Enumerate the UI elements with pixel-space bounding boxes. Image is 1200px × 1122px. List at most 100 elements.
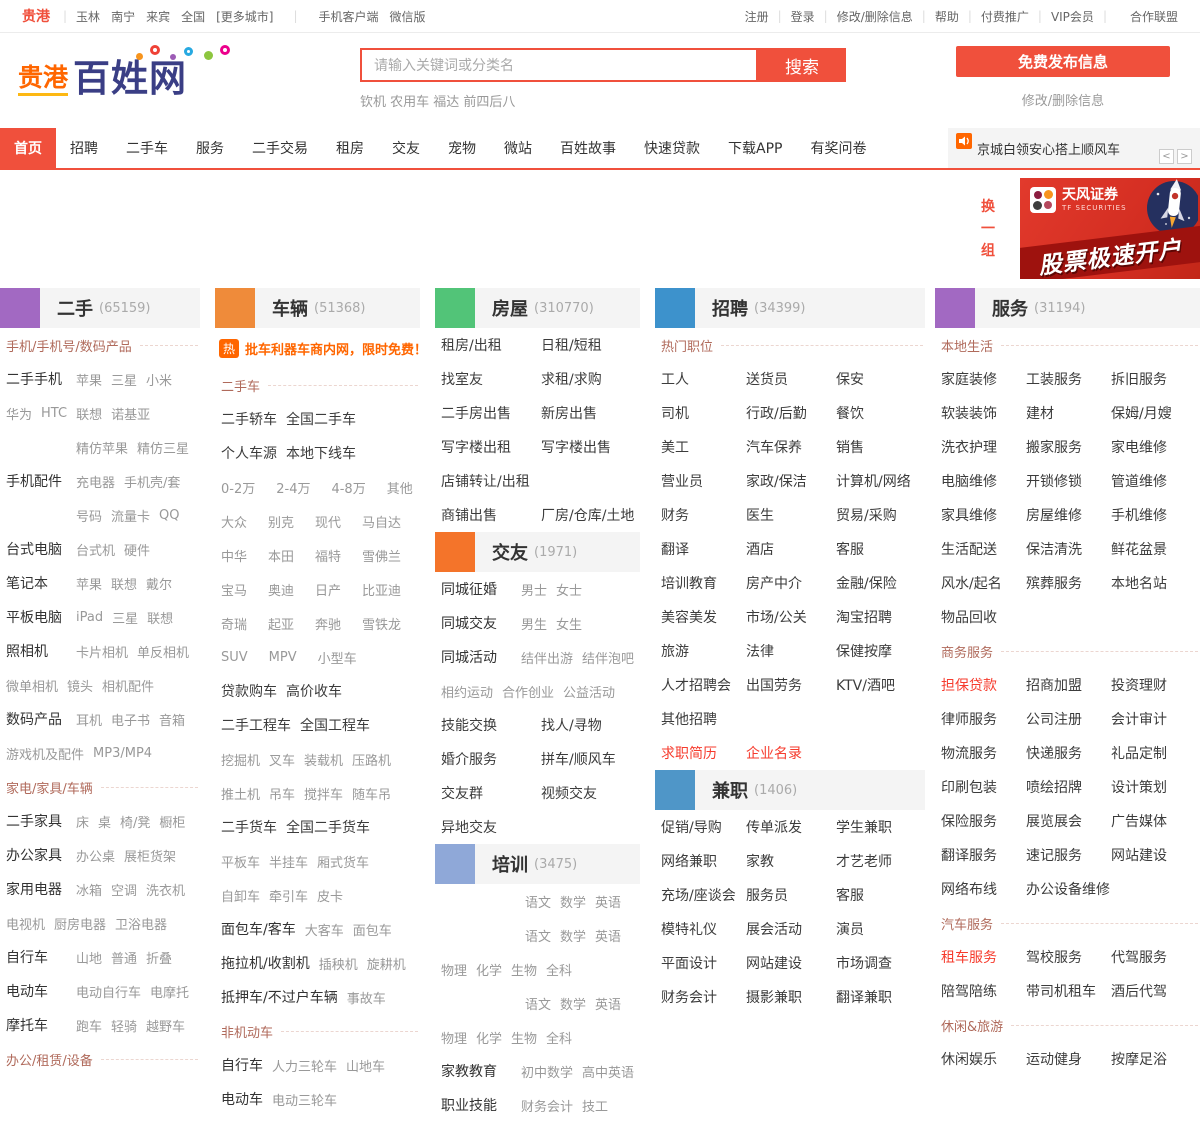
category-link[interactable]: 搬家服务 xyxy=(1026,440,1082,456)
category-link[interactable]: 皮卡 xyxy=(317,889,344,905)
category-link[interactable]: 合作创业 xyxy=(502,685,555,701)
category-link[interactable]: 化学 xyxy=(476,1031,503,1047)
category-link[interactable]: MPV xyxy=(268,649,297,665)
category-link[interactable]: 管道维修 xyxy=(1111,474,1167,490)
category-link[interactable]: 保姆/月嫂 xyxy=(1111,406,1172,422)
category-link[interactable]: 跑车 xyxy=(76,1019,103,1035)
category-link[interactable]: 叉车 xyxy=(269,753,296,769)
category-label-link[interactable]: 手机配件 xyxy=(6,474,62,490)
category-link[interactable]: 营业员 xyxy=(661,474,703,490)
category-label-link[interactable]: 面包车/客车 xyxy=(221,922,296,938)
category-link[interactable]: 餐饮 xyxy=(836,406,864,422)
category-link[interactable]: 本田 xyxy=(268,549,295,565)
category-link[interactable]: 音箱 xyxy=(159,713,186,729)
category-link[interactable]: 自卸车 xyxy=(221,889,261,905)
category-link[interactable]: 婚介服务 xyxy=(441,752,497,768)
category-link[interactable]: QQ xyxy=(159,507,180,523)
category-label-link[interactable]: 二手手机 xyxy=(6,372,62,388)
category-link[interactable]: 吊车 xyxy=(269,787,296,803)
category-link[interactable]: 比亚迪 xyxy=(362,583,402,599)
category-link[interactable]: 写字楼出售 xyxy=(541,440,611,456)
category-link[interactable]: 本地名站 xyxy=(1111,576,1167,592)
nav-item[interactable]: 微站 xyxy=(504,141,532,157)
category-link[interactable]: 陪驾陪练 xyxy=(941,984,997,1000)
account-link[interactable]: 合作联盟 xyxy=(1129,9,1178,24)
category-label-link[interactable]: 笔记本 xyxy=(6,576,48,592)
category-title-link[interactable]: 房屋 xyxy=(492,299,528,320)
category-link[interactable]: 英语 xyxy=(595,997,622,1013)
category-link[interactable]: 福特 xyxy=(315,549,342,565)
category-link[interactable]: 卫浴电器 xyxy=(115,917,168,933)
category-link[interactable]: 个人车源 xyxy=(221,446,277,462)
category-link[interactable]: 传单派发 xyxy=(746,820,802,836)
category-label-link[interactable]: 办公家具 xyxy=(6,848,62,864)
category-link[interactable]: 喷绘招牌 xyxy=(1026,780,1082,796)
category-label-link[interactable]: 照相机 xyxy=(6,644,48,660)
nav-item[interactable]: 首页 xyxy=(0,128,56,168)
category-title-link[interactable]: 兼职 xyxy=(712,781,748,802)
nav-item[interactable]: 下载APP xyxy=(728,141,783,157)
category-link[interactable]: 服务员 xyxy=(746,888,788,904)
category-link[interactable]: 相约运动 xyxy=(441,685,494,701)
account-link[interactable]: 帮助 xyxy=(934,9,959,24)
category-label-link[interactable]: 摩托车 xyxy=(6,1018,48,1034)
category-link[interactable]: 模特礼仪 xyxy=(661,922,717,938)
category-link[interactable]: 出国劳务 xyxy=(746,678,802,694)
category-link[interactable]: 软装装饰 xyxy=(941,406,997,422)
category-link[interactable]: 房产中介 xyxy=(746,576,802,592)
category-link[interactable]: 家教 xyxy=(746,854,774,870)
category-link[interactable]: 人才招聘会 xyxy=(661,678,731,694)
category-link[interactable]: iPad xyxy=(76,609,104,625)
category-link[interactable]: 全国二手车 xyxy=(286,412,356,428)
category-link[interactable]: 建材 xyxy=(1026,406,1054,422)
category-link[interactable]: 床 xyxy=(76,815,90,831)
city-link[interactable]: [更多城市] xyxy=(216,9,274,24)
category-link[interactable]: 律师服务 xyxy=(941,712,997,728)
category-link[interactable]: 号码 xyxy=(76,509,103,525)
category-link[interactable]: 大众 xyxy=(221,515,248,531)
nav-item[interactable]: 租房 xyxy=(336,141,364,157)
category-link[interactable]: 快递服务 xyxy=(1026,746,1082,762)
nav-item[interactable]: 百姓故事 xyxy=(560,141,616,157)
category-link[interactable]: 初中数学 xyxy=(521,1065,574,1081)
category-link[interactable]: 语文 xyxy=(525,997,552,1013)
category-link[interactable]: 带司机租车 xyxy=(1026,984,1096,1000)
category-link[interactable]: 精仿三星 xyxy=(137,441,190,457)
category-label-link[interactable]: 同城活动 xyxy=(441,650,497,666)
category-link[interactable]: 按摩足浴 xyxy=(1111,1052,1167,1068)
category-link[interactable]: 人力三轮车 xyxy=(272,1059,338,1075)
category-link[interactable]: 插秧机 xyxy=(318,957,358,973)
announcement-text[interactable]: 京城白领安心搭上顺风车 xyxy=(977,142,1121,158)
category-link[interactable]: 手机维修 xyxy=(1111,508,1167,524)
prev-button[interactable]: < xyxy=(1159,149,1174,164)
category-link[interactable]: 充电器 xyxy=(76,475,116,491)
category-link[interactable]: 语文 xyxy=(525,895,552,911)
city-link[interactable]: 全国 xyxy=(181,9,206,24)
category-link[interactable]: 网络兼职 xyxy=(661,854,717,870)
category-label-link[interactable]: 二手家具 xyxy=(6,814,62,830)
category-link[interactable]: 保险服务 xyxy=(941,814,997,830)
category-link[interactable]: 电动自行车 xyxy=(76,985,142,1001)
category-link[interactable]: 山地车 xyxy=(346,1059,386,1075)
category-link[interactable]: 挖掘机 xyxy=(221,753,261,769)
category-link[interactable]: 折叠 xyxy=(146,951,173,967)
category-link[interactable]: 搅拌车 xyxy=(304,787,344,803)
category-link[interactable]: 轻骑 xyxy=(111,1019,138,1035)
category-link[interactable]: 4-8万 xyxy=(331,481,366,497)
category-label-link[interactable]: 台式电脑 xyxy=(6,542,62,558)
next-button[interactable]: > xyxy=(1177,149,1192,164)
hot-promo-link[interactable]: 批车利器车商内网，限时免费！ xyxy=(245,342,428,358)
category-link[interactable]: 工装服务 xyxy=(1026,372,1082,388)
category-link[interactable]: 数学 xyxy=(560,997,587,1013)
category-link[interactable]: 新房出售 xyxy=(541,406,597,422)
category-link[interactable]: 手机壳/套 xyxy=(124,475,181,491)
category-link[interactable]: 小型车 xyxy=(317,651,357,667)
category-link[interactable]: 淘宝招聘 xyxy=(836,610,892,626)
category-link[interactable]: 驾校服务 xyxy=(1026,950,1082,966)
category-link[interactable]: 椅/凳 xyxy=(120,815,151,831)
category-link[interactable]: 客服 xyxy=(836,888,864,904)
category-link[interactable]: 压路机 xyxy=(352,753,392,769)
category-label-link[interactable]: 平板电脑 xyxy=(6,610,62,626)
category-link[interactable]: 公益活动 xyxy=(563,685,616,701)
category-link[interactable]: 展柜货架 xyxy=(124,849,177,865)
